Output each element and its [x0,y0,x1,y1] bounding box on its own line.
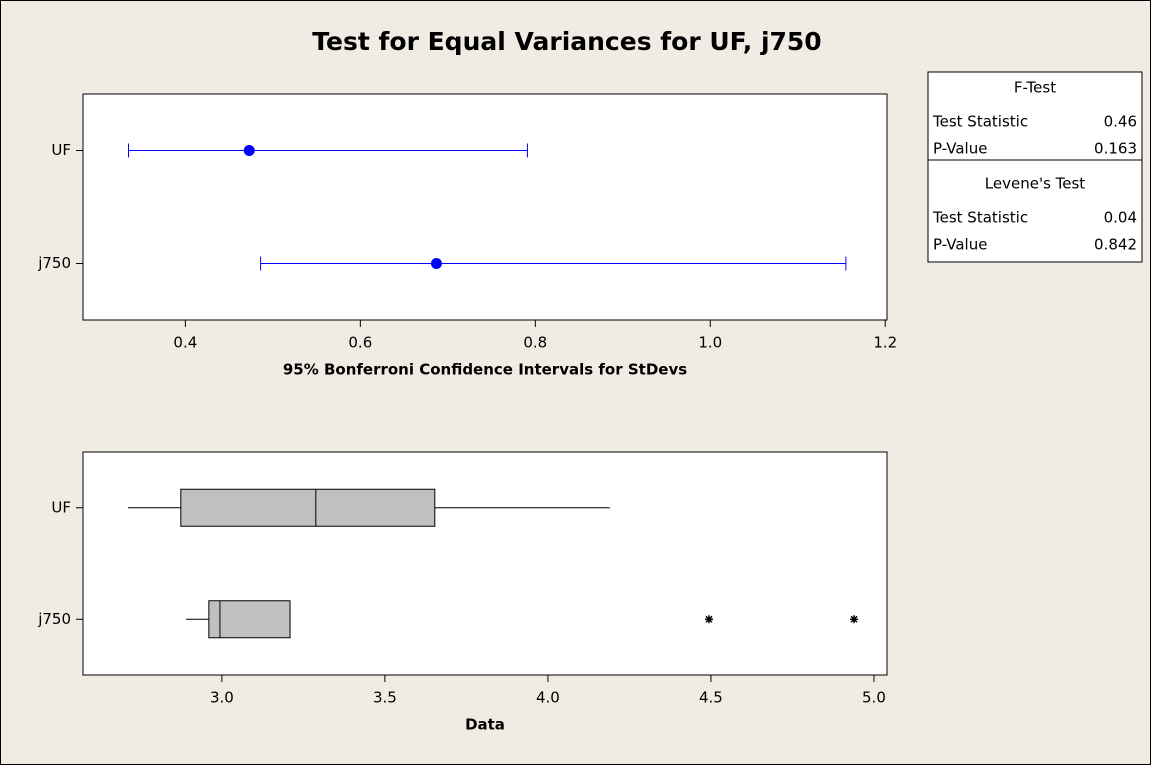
x-tick-label: 0.4 [173,334,197,352]
y-tick-label: UF [51,498,71,516]
row-label: P-Value [933,140,987,158]
outlier [704,615,713,624]
x-tick-label: 5.0 [862,689,886,707]
row-value: 0.04 [1104,209,1137,227]
x-tick-label: 1.0 [698,334,722,352]
x-tick-label: 1.2 [873,334,897,352]
x-tick-label: 0.8 [523,334,547,352]
row-label: Test Statistic [932,209,1028,227]
plot-area [82,451,888,676]
stats-table [927,71,1143,263]
row-value: 0.163 [1094,140,1137,158]
table-header: F-Test [1014,79,1056,97]
x-tick-label: 4.5 [699,689,723,707]
x-tick-label: 3.0 [210,689,234,707]
x-tick-label: 4.0 [536,689,560,707]
y-tick-label: UF [51,141,71,159]
x-axis-label: 95% Bonferroni Confidence Intervals for … [283,361,687,379]
table-header: Levene's Test [985,175,1086,193]
y-tick-label: j750 [37,610,71,628]
row-value: 0.46 [1104,113,1137,131]
row-label: P-Value [933,236,987,254]
row-value: 0.842 [1094,236,1137,254]
x-tick-label: 3.5 [373,689,397,707]
plot-area [82,93,888,321]
point [430,258,442,269]
row-label: Test Statistic [932,113,1028,131]
chart-title: Test for Equal Variances for UF, j750 [312,27,821,56]
outlier [850,615,859,624]
x-axis-label: Data [465,716,505,734]
box [208,600,291,639]
point [243,145,255,156]
x-tick-label: 0.6 [348,334,372,352]
y-tick-label: j750 [37,254,71,272]
box [180,488,436,527]
